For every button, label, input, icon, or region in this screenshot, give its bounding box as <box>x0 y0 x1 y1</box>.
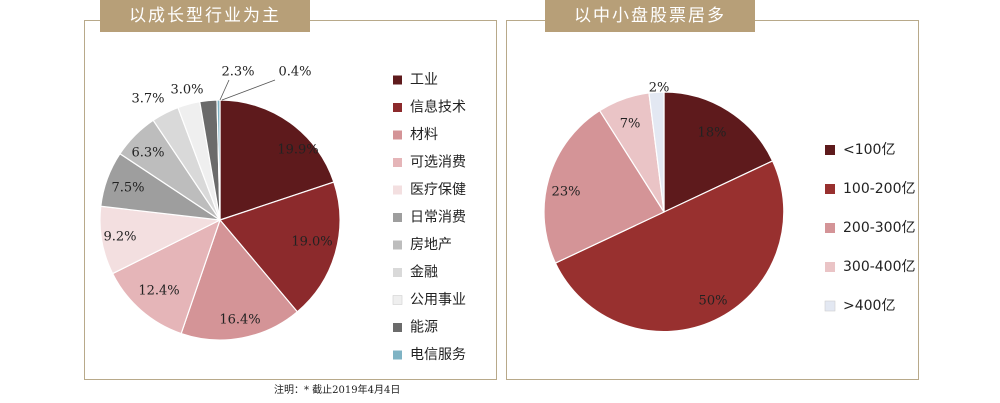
legend-label: <100亿 <box>843 142 895 158</box>
slice-value-label: 9.2% <box>103 230 136 245</box>
legend-swatch <box>393 130 402 140</box>
legend-swatch <box>825 145 835 155</box>
legend-swatch <box>393 350 402 360</box>
legend-label: 医疗保健 <box>410 182 466 198</box>
pie-slice-200-300亿 <box>543 109 665 264</box>
leader-line <box>219 79 230 101</box>
slice-value-label: 0.4% <box>278 65 311 80</box>
legend-label: 200-300亿 <box>843 220 916 236</box>
slice-value-label: 3.0% <box>170 83 203 98</box>
legend-label: 材料 <box>410 127 438 143</box>
slice-value-label: 19.9% <box>277 143 318 158</box>
legend-label: 房地产 <box>410 237 452 253</box>
legend-label: 金融 <box>410 265 438 281</box>
legend-label: 信息技术 <box>410 99 466 116</box>
pie-chart-1: 19.9% 19.0% 16.4% 12.4% 9.2% 7.5% 6.3% 3.7% 3.0%… <box>99 65 466 363</box>
legend-label: 电信服务 <box>410 347 466 363</box>
legend-swatch <box>393 185 402 195</box>
legend-label: 日常消费 <box>410 210 466 226</box>
slice-value-label: 18% <box>698 126 727 141</box>
legend-label: 可选消费 <box>410 155 466 171</box>
legend-swatch <box>825 262 835 272</box>
legend-swatch <box>393 75 402 85</box>
legend-label: 公用事业 <box>410 292 466 308</box>
slice-value-label: 7% <box>620 117 641 132</box>
slice-value-label: 12.4% <box>138 284 179 299</box>
pie-slice->400亿 <box>648 91 665 213</box>
pie-slice-100-200亿 <box>554 160 785 333</box>
slice-value-label: 3.7% <box>131 92 164 107</box>
legend-label: 300-400亿 <box>843 259 916 275</box>
slice-value-label: 16.4% <box>219 313 260 328</box>
pie-slice-可选消费 <box>111 218 222 335</box>
slice-value-label: 50% <box>699 294 728 309</box>
slice-value-label: 6.3% <box>131 146 164 161</box>
pie-slice-电信服务 <box>216 99 221 221</box>
footnote: 注明：* 截止2019年4月4日 <box>274 385 401 396</box>
legend-2: <100亿 100-200亿 200-300亿 300-400亿 >400亿 <box>824 142 916 314</box>
legend-swatch <box>393 213 402 222</box>
legend-swatch <box>393 268 402 277</box>
legend-swatch <box>392 295 403 305</box>
left-chart-title: 以成长型行业为主 <box>100 0 310 32</box>
legend-swatch <box>393 158 402 167</box>
pie-slice-<100亿 <box>663 91 774 213</box>
legend-swatch <box>825 184 835 194</box>
slice-value-label: 23% <box>552 185 581 200</box>
pie-slice-工业 <box>219 99 335 221</box>
legend-swatch <box>393 240 402 250</box>
legend-swatch <box>393 323 402 332</box>
legend-label: 100-200亿 <box>843 181 916 197</box>
legend-label: 能源 <box>410 320 438 336</box>
legend-label: >400亿 <box>843 298 895 314</box>
right-chart-title: 以中小盘股票居多 <box>545 0 755 32</box>
slice-value-label: 7.5% <box>111 181 144 196</box>
slice-value-label: 2% <box>649 81 670 96</box>
pie-slice-信息技术 <box>218 181 341 313</box>
slice-value-label: 19.0% <box>291 235 332 250</box>
leader-line <box>221 79 276 101</box>
pie-chart-2: 18% 50% 23% 7% 2% <100亿 100-200亿 200-300亿 300-40… <box>543 81 916 333</box>
legend-swatch <box>393 103 402 112</box>
legend-label: 工业 <box>410 72 438 88</box>
legend-swatch <box>825 223 835 233</box>
slice-value-label: 2.3% <box>221 65 254 80</box>
legend-swatch <box>824 300 836 312</box>
